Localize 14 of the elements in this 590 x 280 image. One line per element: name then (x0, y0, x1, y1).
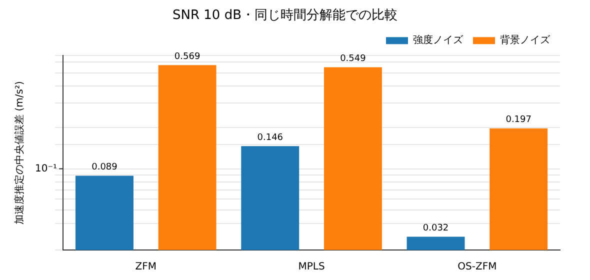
y-axis-title: 加速度推定の中央値誤差 (m/s²) (14, 81, 26, 224)
chart-title: SNR 10 dB・同じ時間分解能での比較 (172, 8, 398, 24)
legend-label: 強度ノイズ (413, 34, 464, 46)
x-tick-label: ZFM (135, 262, 157, 273)
x-tick-label: MPLS (298, 262, 325, 273)
data-label: 0.197 (506, 115, 532, 126)
data-label: 0.569 (174, 52, 200, 62)
text: 10⁻¹ (35, 163, 58, 174)
x-tick-label: OS-ZFM (458, 262, 497, 273)
data-label: 0.549 (340, 54, 366, 64)
data-label: 0.032 (422, 224, 449, 234)
data-label: 0.089 (92, 162, 118, 173)
data-label: 0.146 (257, 133, 284, 144)
legend-label: 背景ノイズ (500, 34, 551, 46)
